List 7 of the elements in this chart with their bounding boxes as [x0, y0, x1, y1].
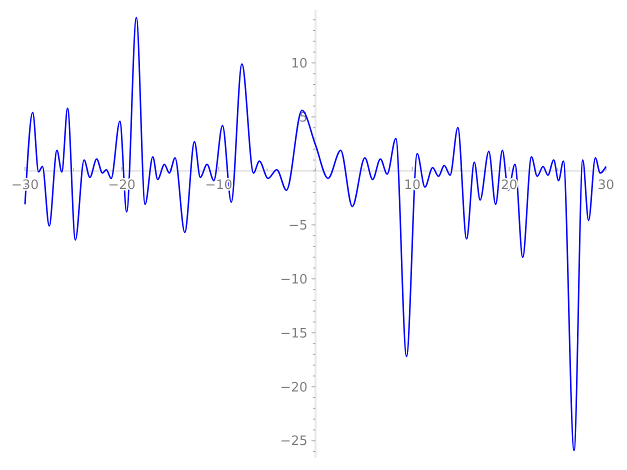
x-tick-label: 30: [598, 178, 614, 193]
y-tick-label: −25: [280, 434, 308, 450]
y-tick-label: 10: [290, 56, 308, 72]
y-tick-label: −10: [280, 272, 308, 288]
y-tick-label: −15: [280, 326, 308, 342]
y-tick-label: −20: [280, 380, 308, 396]
y-tick-label: −5: [288, 218, 308, 234]
